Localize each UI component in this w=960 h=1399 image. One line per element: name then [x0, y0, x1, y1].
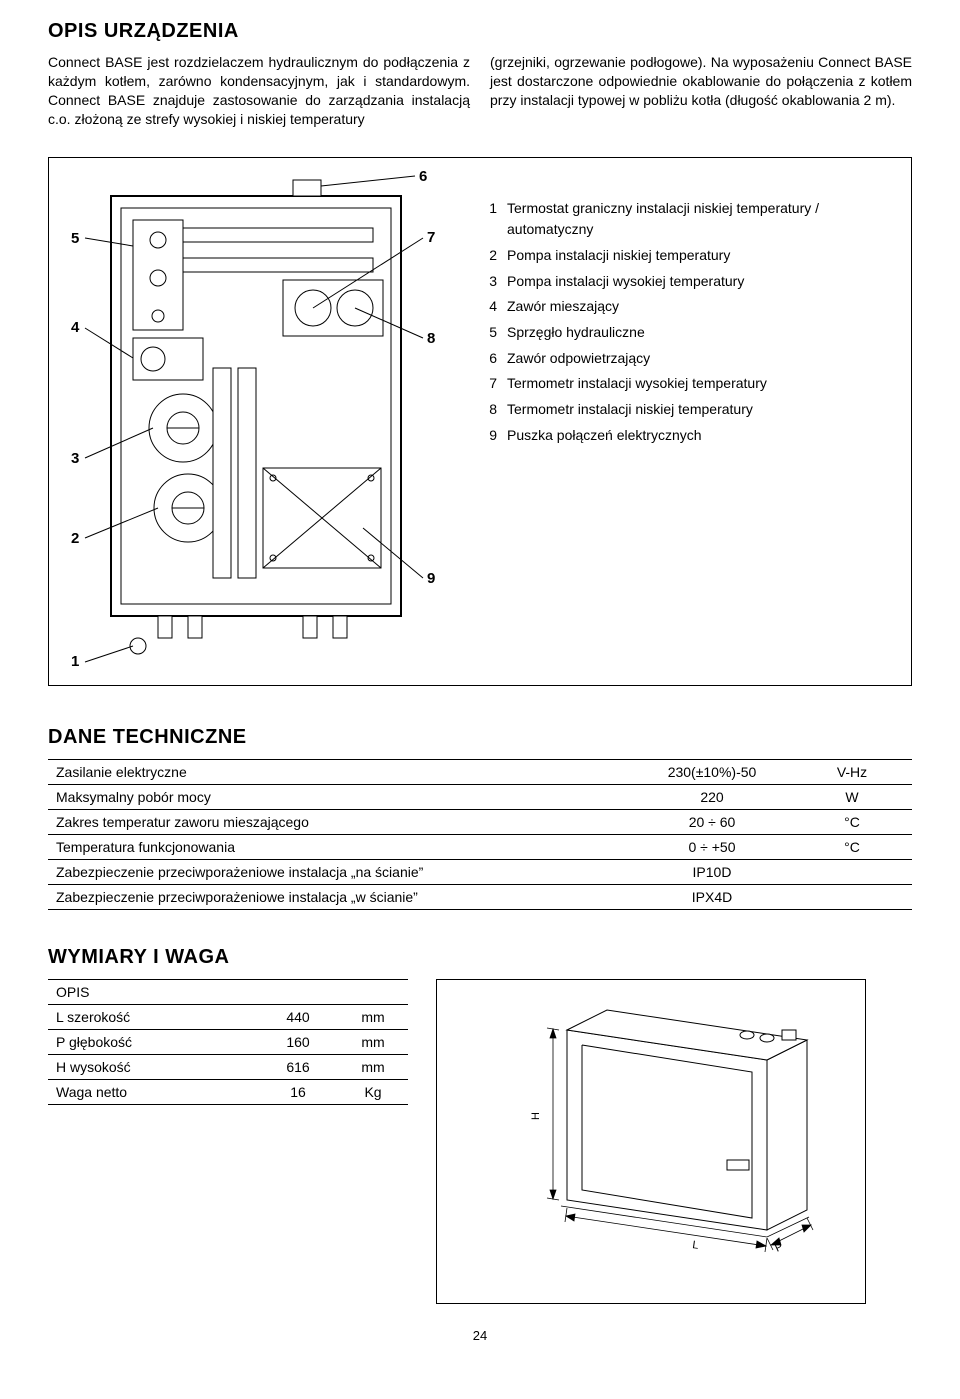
legend-item: 7Termometr instalacji wysokiej temperatu… — [481, 373, 897, 395]
legend-list: 1Termostat graniczny instalacji niskiej … — [481, 168, 897, 671]
description-left: Connect BASE jest rozdzielaczem hydrauli… — [48, 53, 470, 129]
table-row: Temperatura funkcjonowania0 ÷ +50°C — [48, 834, 912, 859]
label-9: 9 — [427, 570, 435, 587]
table-row: Zakres temperatur zaworu mieszającego20 … — [48, 809, 912, 834]
table-row: Zabezpieczenie przeciwporażeniowe instal… — [48, 859, 912, 884]
legend-item: 4Zawór mieszający — [481, 296, 897, 318]
table-row: Zasilanie elektryczne230(±10%)-50V-Hz — [48, 759, 912, 784]
diagram-panel: 6 5 4 3 2 1 — [48, 157, 912, 686]
heading-dane: DANE TECHNICZNE — [48, 726, 912, 749]
description-right: (grzejniki, ogrzewanie podłogowe). Na wy… — [490, 53, 912, 129]
label-H: H — [530, 1112, 542, 1120]
label-P: P — [773, 1240, 785, 1254]
legend-item: 2Pompa instalacji niskiej temperatury — [481, 245, 897, 267]
label-7: 7 — [427, 229, 435, 246]
legend-item: 1Termostat graniczny instalacji niskiej … — [481, 198, 897, 241]
label-2: 2 — [71, 530, 79, 547]
front-diagram: 6 5 4 3 2 1 — [63, 168, 463, 671]
legend-item: 6Zawór odpowietrzający — [481, 348, 897, 370]
label-4: 4 — [71, 319, 80, 336]
table-row: L szerokość440mm — [48, 1004, 408, 1029]
legend-item: 5Sprzęgło hydrauliczne — [481, 322, 897, 344]
label-1: 1 — [71, 653, 79, 668]
page-number: 24 — [48, 1328, 912, 1343]
label-6: 6 — [419, 168, 427, 185]
table-row: Waga netto16Kg — [48, 1079, 408, 1104]
table-row: Zabezpieczenie przeciwporażeniowe instal… — [48, 884, 912, 909]
description-columns: Connect BASE jest rozdzielaczem hydrauli… — [48, 53, 912, 129]
isometric-diagram: H L P — [436, 979, 866, 1304]
dims-table: OPIS L szerokość440mm P głębokość160mm H… — [48, 979, 408, 1105]
label-3: 3 — [71, 450, 79, 467]
label-5: 5 — [71, 230, 79, 247]
heading-wymiary: WYMIARY I WAGA — [48, 946, 912, 969]
table-row: P głębokość160mm — [48, 1029, 408, 1054]
legend-item: 8Termometr instalacji niskiej temperatur… — [481, 399, 897, 421]
label-8: 8 — [427, 330, 435, 347]
legend-item: 3Pompa instalacji wysokiej temperatury — [481, 271, 897, 293]
table-row: H wysokość616mm — [48, 1054, 408, 1079]
tech-table: Zasilanie elektryczne230(±10%)-50V-Hz Ma… — [48, 759, 912, 910]
label-L: L — [692, 1239, 700, 1252]
table-row: OPIS — [48, 979, 408, 1004]
table-row: Maksymalny pobór mocy220W — [48, 784, 912, 809]
legend-item: 9Puszka połączeń elektrycznych — [481, 425, 897, 447]
heading-opis: OPIS URZĄDZENIA — [48, 20, 912, 43]
